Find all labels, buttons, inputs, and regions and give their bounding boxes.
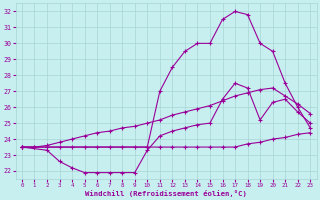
X-axis label: Windchill (Refroidissement éolien,°C): Windchill (Refroidissement éolien,°C) bbox=[85, 190, 247, 197]
